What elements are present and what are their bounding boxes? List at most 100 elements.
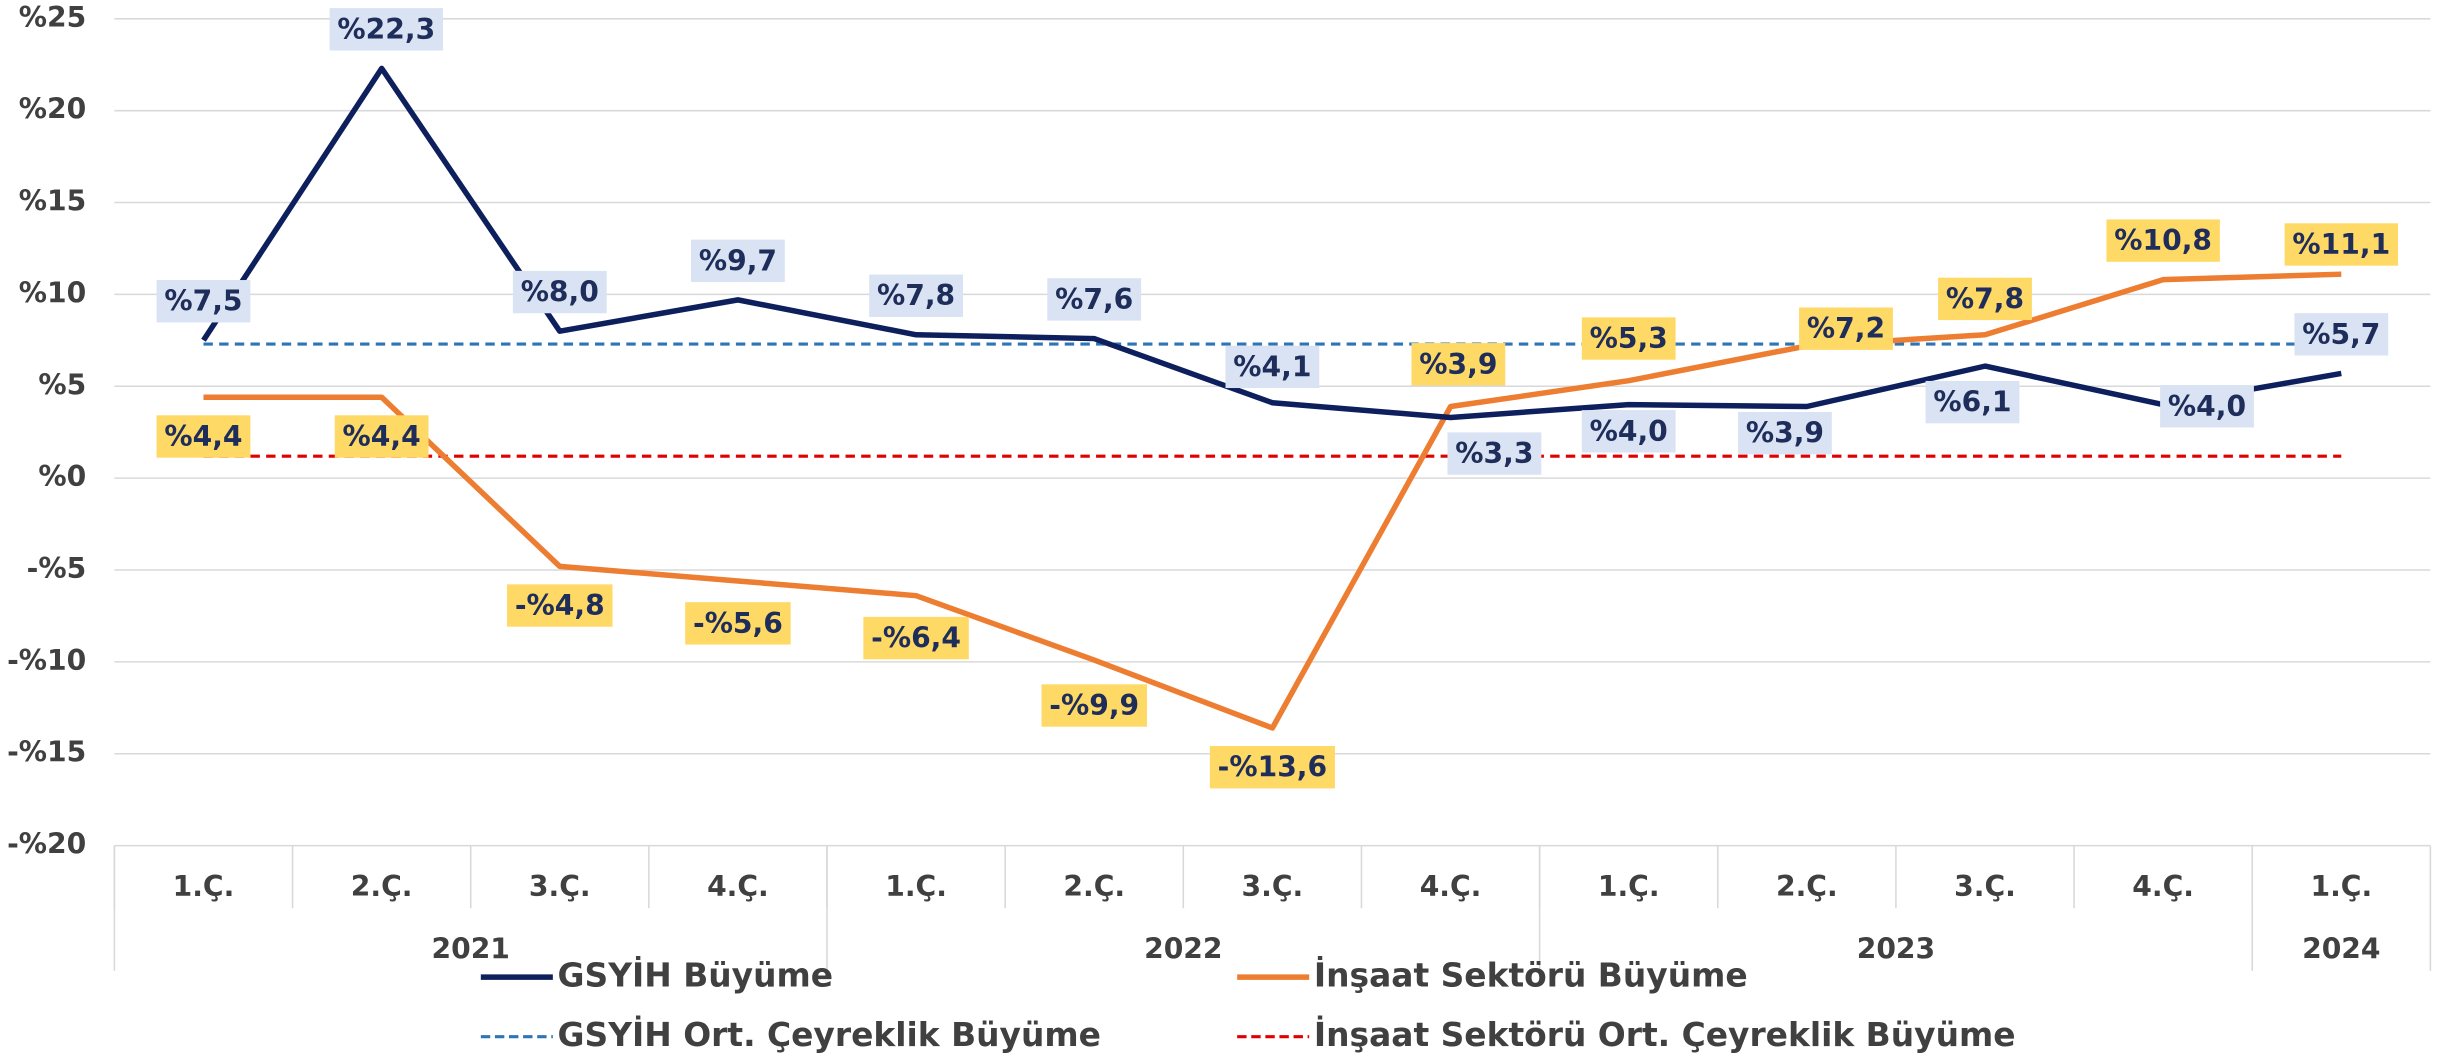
value-label-box <box>512 270 607 314</box>
value-label-text: -%9,9 <box>1049 689 1139 722</box>
value-label: %5,7 <box>2294 313 2389 356</box>
value-label: %3,9 <box>1411 343 1506 386</box>
x-tick-label: 2.Ç. <box>1063 870 1125 903</box>
y-tick-label: -%15 <box>7 736 86 769</box>
x-group-label: 2022 <box>1144 933 1222 966</box>
value-label-box <box>2294 313 2389 356</box>
value-label-box <box>1411 343 1506 386</box>
value-label: %4,0 <box>2160 385 2254 428</box>
value-label-text: %8,0 <box>521 276 599 309</box>
y-tick-label: %20 <box>19 93 86 126</box>
value-label-box <box>156 415 251 458</box>
y-tick-label: %25 <box>19 1 86 34</box>
value-label-box <box>1225 345 1320 389</box>
value-label: -%9,9 <box>1041 684 1147 727</box>
y-tick-label: -%10 <box>7 644 86 677</box>
value-label: %3,3 <box>1447 432 1542 475</box>
value-label-text: %4,0 <box>2168 390 2246 423</box>
x-group-label: 2024 <box>2302 933 2380 966</box>
value-label: %4,4 <box>156 415 251 458</box>
value-label-text: %7,8 <box>877 279 955 312</box>
value-label-text: %5,7 <box>2302 318 2380 351</box>
value-label-box <box>1209 746 1335 789</box>
value-label: %9,7 <box>691 239 785 283</box>
value-label-text: %11,1 <box>2292 228 2390 261</box>
x-tick-label: 3.Ç. <box>1242 870 1304 903</box>
value-label-box <box>329 8 444 51</box>
value-label-text: %3,9 <box>1419 348 1497 381</box>
x-tick-label: 1.Ç. <box>1598 870 1660 903</box>
y-tick-label: %10 <box>19 276 86 309</box>
x-tick-label: 4.Ç. <box>2132 870 2194 903</box>
x-tick-label: 1.Ç. <box>173 870 235 903</box>
value-label: %4,0 <box>1581 410 1676 453</box>
value-label-text: %3,3 <box>1455 437 1533 470</box>
value-label: %4,4 <box>334 415 429 458</box>
value-label: %5,3 <box>1581 317 1676 360</box>
value-label-box <box>691 239 785 283</box>
value-label-text: %4,1 <box>1233 350 1311 383</box>
value-label-text: %9,7 <box>699 244 777 277</box>
x-tick-label: 1.Ç. <box>2310 870 2372 903</box>
value-label-box <box>1447 432 1542 475</box>
value-label: %7,8 <box>869 274 963 317</box>
value-label-text: %7,6 <box>1055 283 1133 316</box>
value-label-box <box>1925 380 2020 424</box>
value-label: %7,8 <box>1938 277 2032 321</box>
value-label-box <box>2284 223 2399 266</box>
x-tick-label: 1.Ç. <box>885 870 947 903</box>
value-label: -%5,6 <box>685 602 791 645</box>
legend-label: GSYİH Ort. Çeyreklik Büyüme <box>558 1014 1101 1054</box>
x-group-label: 2023 <box>1857 933 1935 966</box>
value-label-box <box>1581 317 1676 360</box>
value-label-text: %7,8 <box>1946 282 2024 315</box>
legend-label: GSYİH Büyüme <box>558 955 834 995</box>
value-label: %11,1 <box>2284 223 2399 266</box>
value-label-text: %4,4 <box>343 420 421 453</box>
value-label-text: %7,5 <box>164 285 242 318</box>
value-label: %7,5 <box>156 280 251 323</box>
value-label: %6,1 <box>1925 380 2020 424</box>
value-label-box <box>156 280 251 323</box>
value-label-box <box>1738 411 1832 455</box>
y-tick-label: %5 <box>38 368 86 401</box>
value-label-box <box>685 602 791 645</box>
value-label-text: %4,0 <box>1590 415 1668 448</box>
x-tick-label: 2.Ç. <box>351 870 413 903</box>
value-label-text: %3,9 <box>1746 417 1824 450</box>
value-label-box <box>1047 278 1142 321</box>
value-label-box <box>869 274 963 317</box>
value-label-box <box>1938 277 2032 321</box>
value-label-box <box>1041 684 1147 727</box>
value-label-text: -%4,8 <box>515 589 605 622</box>
x-tick-label: 2.Ç. <box>1776 870 1838 903</box>
value-label: %3,9 <box>1738 411 1832 455</box>
value-label: -%6,4 <box>863 616 969 660</box>
value-label-box <box>2106 219 2220 262</box>
value-label-box <box>2160 385 2254 428</box>
value-label-box <box>1799 307 1893 350</box>
value-label: -%4,8 <box>507 584 613 627</box>
value-label: %8,0 <box>512 270 607 314</box>
series-line <box>203 271 2342 731</box>
value-label-text: %6,1 <box>1933 386 2011 419</box>
legend-label: İnşaat Sektörü Büyüme <box>1314 955 1748 995</box>
value-label-text: %4,4 <box>164 420 242 453</box>
x-tick-label: 3.Ç. <box>1954 870 2016 903</box>
value-label-text: -%13,6 <box>1218 751 1327 784</box>
value-label: %7,6 <box>1047 278 1142 321</box>
x-tick-label: 3.Ç. <box>529 870 591 903</box>
value-label-text: -%5,6 <box>693 607 783 640</box>
y-tick-label: -%20 <box>7 828 86 861</box>
value-label: %22,3 <box>329 8 444 51</box>
y-tick-label: %0 <box>38 460 86 493</box>
value-label: %4,1 <box>1225 345 1320 389</box>
value-label: -%13,6 <box>1209 746 1335 789</box>
value-label: %7,2 <box>1799 307 1893 350</box>
x-tick-label: 4.Ç. <box>707 870 769 903</box>
value-label-box <box>863 616 969 660</box>
value-label-text: -%6,4 <box>871 622 961 655</box>
legend-label: İnşaat Sektörü Ort. Çeyreklik Büyüme <box>1314 1014 2016 1054</box>
value-label-text: %22,3 <box>337 13 435 46</box>
